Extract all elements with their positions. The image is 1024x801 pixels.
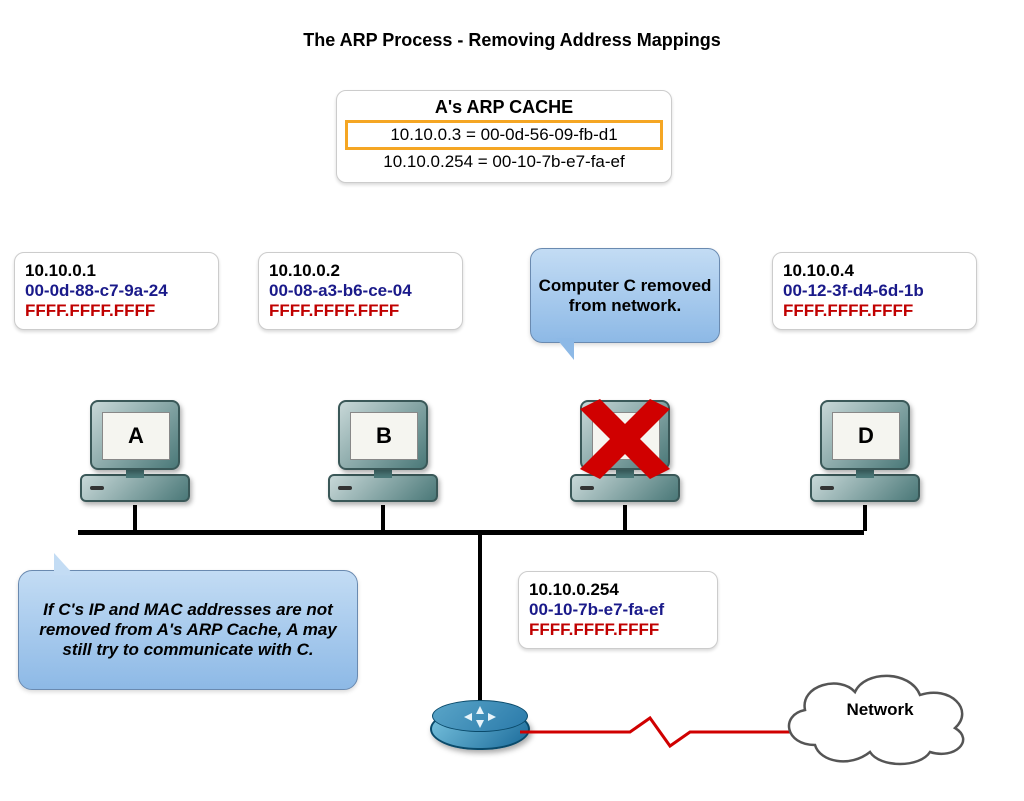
network-bus [78, 530, 864, 535]
host-a-bcast: FFFF.FFFF.FFFF [25, 301, 208, 321]
computer-b-label: B [350, 412, 418, 460]
router-mac: 00-10-7b-e7-fa-ef [529, 600, 707, 620]
arp-cache-box: A's ARP CACHE 10.10.0.3 = 00-0d-56-09-fb… [336, 90, 672, 183]
serial-link [520, 710, 800, 760]
computer-d-label: D [832, 412, 900, 460]
router-icon [430, 700, 530, 760]
router-ip: 10.10.0.254 [529, 580, 707, 600]
arp-cache-entry-highlight: 10.10.0.3 = 00-0d-56-09-fb-d1 [345, 120, 663, 150]
cloud-label: Network [820, 700, 940, 720]
arp-cache-entry: 10.10.0.254 = 00-10-7b-e7-fa-ef [345, 150, 663, 174]
drop-line-a [133, 505, 137, 531]
computer-b-icon: B [328, 400, 438, 510]
drop-line-d [863, 505, 867, 531]
host-b-ip: 10.10.0.2 [269, 261, 452, 281]
host-b-info: 10.10.0.2 00-08-a3-b6-ce-04 FFFF.FFFF.FF… [258, 252, 463, 330]
router-arrows-icon [460, 704, 500, 730]
host-d-bcast: FFFF.FFFF.FFFF [783, 301, 966, 321]
callout-computer-c: Computer C removed from network. [530, 248, 720, 343]
drop-line-b [381, 505, 385, 531]
host-a-ip: 10.10.0.1 [25, 261, 208, 281]
host-a-info: 10.10.0.1 00-0d-88-c7-9a-24 FFFF.FFFF.FF… [14, 252, 219, 330]
computer-a-icon: A [80, 400, 190, 510]
callout-note: If C's IP and MAC addresses are not remo… [18, 570, 358, 690]
host-d-ip: 10.10.0.4 [783, 261, 966, 281]
host-d-mac: 00-12-3f-d4-6d-1b [783, 281, 966, 301]
drop-line-router [478, 534, 482, 704]
router-info: 10.10.0.254 00-10-7b-e7-fa-ef FFFF.FFFF.… [518, 571, 718, 649]
router-bcast: FFFF.FFFF.FFFF [529, 620, 707, 640]
page-title: The ARP Process - Removing Address Mappi… [0, 30, 1024, 51]
computer-a-label: A [102, 412, 170, 460]
computer-d-icon: D [810, 400, 920, 510]
host-b-bcast: FFFF.FFFF.FFFF [269, 301, 452, 321]
host-a-mac: 00-0d-88-c7-9a-24 [25, 281, 208, 301]
host-d-info: 10.10.0.4 00-12-3f-d4-6d-1b FFFF.FFFF.FF… [772, 252, 977, 330]
host-b-mac: 00-08-a3-b6-ce-04 [269, 281, 452, 301]
computer-c-icon [570, 400, 680, 510]
drop-line-c [623, 505, 627, 531]
arp-cache-title: A's ARP CACHE [345, 97, 663, 118]
